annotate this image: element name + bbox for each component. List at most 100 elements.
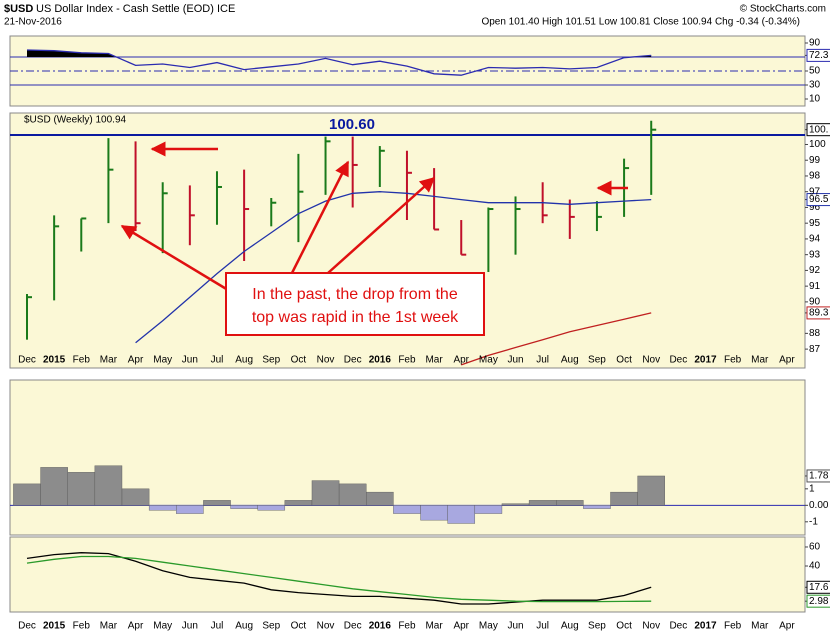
x-tick-label: Aug (235, 621, 253, 632)
x-tick-label: Nov (642, 621, 660, 632)
histogram-bar (366, 491, 394, 506)
x-tick-label: Jun (507, 621, 523, 632)
y-tick-label: 99 (809, 155, 821, 166)
y-tick-label: 40 (809, 561, 821, 572)
x-tick-label: Dec (669, 621, 687, 632)
tick-badge (806, 580, 830, 594)
y-tick-label: 30 (809, 80, 821, 91)
x-tick-label: Nov (317, 355, 335, 366)
x-tick-label: May (479, 355, 498, 366)
x-tick-label: May (153, 621, 172, 632)
histogram-bar (13, 483, 41, 506)
histogram-bar (393, 505, 421, 514)
x-tick-label: Jun (507, 355, 523, 366)
symbol: $USD (4, 3, 33, 15)
y-tick-label: 91 (809, 281, 821, 292)
y-tick-label: 17.6 (809, 582, 829, 593)
x-tick-label: 2017 (694, 355, 717, 366)
x-tick-label: Dec (669, 355, 687, 366)
y-tick-label: 72.3 (809, 50, 829, 61)
x-tick-label: Nov (642, 355, 660, 366)
y-tick-label: 60 (809, 542, 821, 553)
x-tick-label: 2015 (43, 621, 66, 632)
x-tick-label: Mar (751, 355, 769, 366)
line (26, 552, 652, 605)
x-tick-label: 2017 (694, 621, 717, 632)
y-tick-label: 50 (809, 66, 821, 77)
x-tick-label: Oct (291, 621, 307, 632)
x-tick-label: Jul (536, 621, 549, 632)
histogram-bar (637, 475, 665, 506)
histogram-bar (176, 505, 204, 514)
x-tick-label: Feb (398, 621, 416, 632)
histogram-bar (121, 488, 150, 506)
x-tick-label: Mar (425, 621, 443, 632)
x-tick-label: Mar (425, 355, 443, 366)
y-tick-label: 90 (809, 38, 821, 49)
y-tick-label: 93 (809, 249, 821, 260)
y-tick-label: -1 (809, 516, 818, 527)
histogram-bar (583, 505, 611, 509)
x-tick-label: Oct (616, 621, 632, 632)
histogram-bar (311, 480, 340, 506)
x-tick-label: Mar (751, 621, 769, 632)
histogram-bar (338, 483, 367, 506)
y-tick-label: 100. (809, 124, 828, 135)
histogram-bar (67, 472, 96, 506)
histogram-bar (284, 500, 313, 506)
y-tick-label: 90 (809, 297, 821, 308)
x-tick-label: Apr (779, 621, 795, 632)
x-tick-label: Feb (724, 355, 742, 366)
line (26, 555, 652, 603)
tick-badge (806, 48, 830, 62)
x-tick-label: May (153, 355, 172, 366)
arrow (290, 160, 350, 274)
x-tick-label: Dec (18, 621, 36, 632)
arrow (327, 176, 436, 274)
x-tick-label: Sep (262, 621, 280, 632)
overbought-area (27, 50, 652, 57)
y-tick-label: 96.5 (809, 194, 829, 205)
x-tick-label: Oct (616, 355, 632, 366)
x-tick-label: Sep (262, 355, 280, 366)
x-tick-label: Apr (453, 621, 469, 632)
histogram-bar (94, 465, 123, 506)
x-tick-label: Feb (73, 621, 91, 632)
x-tick-label: Aug (561, 355, 579, 366)
histogram-bar (230, 505, 258, 509)
x-tick-label: Feb (724, 621, 742, 632)
y-tick-label: 95 (809, 218, 821, 229)
tick-badge (806, 306, 830, 320)
y-tick-label: 1.78 (809, 471, 829, 482)
y-tick-label: 87 (809, 344, 821, 355)
annotation-box (225, 272, 485, 336)
moving-average (135, 191, 652, 344)
x-tick-label: Apr (128, 355, 144, 366)
x-tick-label: Dec (344, 621, 362, 632)
x-tick-label: Aug (235, 355, 253, 366)
x-tick-label: 2015 (43, 355, 66, 366)
y-tick-label: 0.00 (809, 500, 829, 511)
x-tick-label: Nov (317, 621, 335, 632)
legend-entry: $USD (Weekly) 100.94 (24, 115, 127, 126)
x-tick-label: Jun (182, 355, 198, 366)
x-tick-label: May (479, 621, 498, 632)
x-tick-label: 2016 (369, 355, 392, 366)
x-tick-label: Apr (128, 621, 144, 632)
credit: © StockCharts.com (740, 4, 826, 15)
title: US Dollar Index - Cash Settle (EOD) ICE (36, 3, 235, 15)
x-tick-label: Aug (561, 621, 579, 632)
histogram-bar (40, 467, 68, 506)
x-tick-label: Sep (588, 355, 606, 366)
x-tick-label: Oct (291, 355, 307, 366)
y-tick-label: 89.3 (809, 308, 829, 319)
arrows (120, 141, 628, 292)
x-tick-label: Jul (211, 355, 224, 366)
x-tick-label: Dec (18, 355, 36, 366)
x-tick-label: Jun (182, 621, 198, 632)
y-tick-label: 98 (809, 171, 821, 182)
histogram-bar (420, 505, 448, 521)
histogram-bar (447, 505, 476, 524)
panels: 9072.3503010878889.39091929394959696.597… (9, 35, 830, 632)
